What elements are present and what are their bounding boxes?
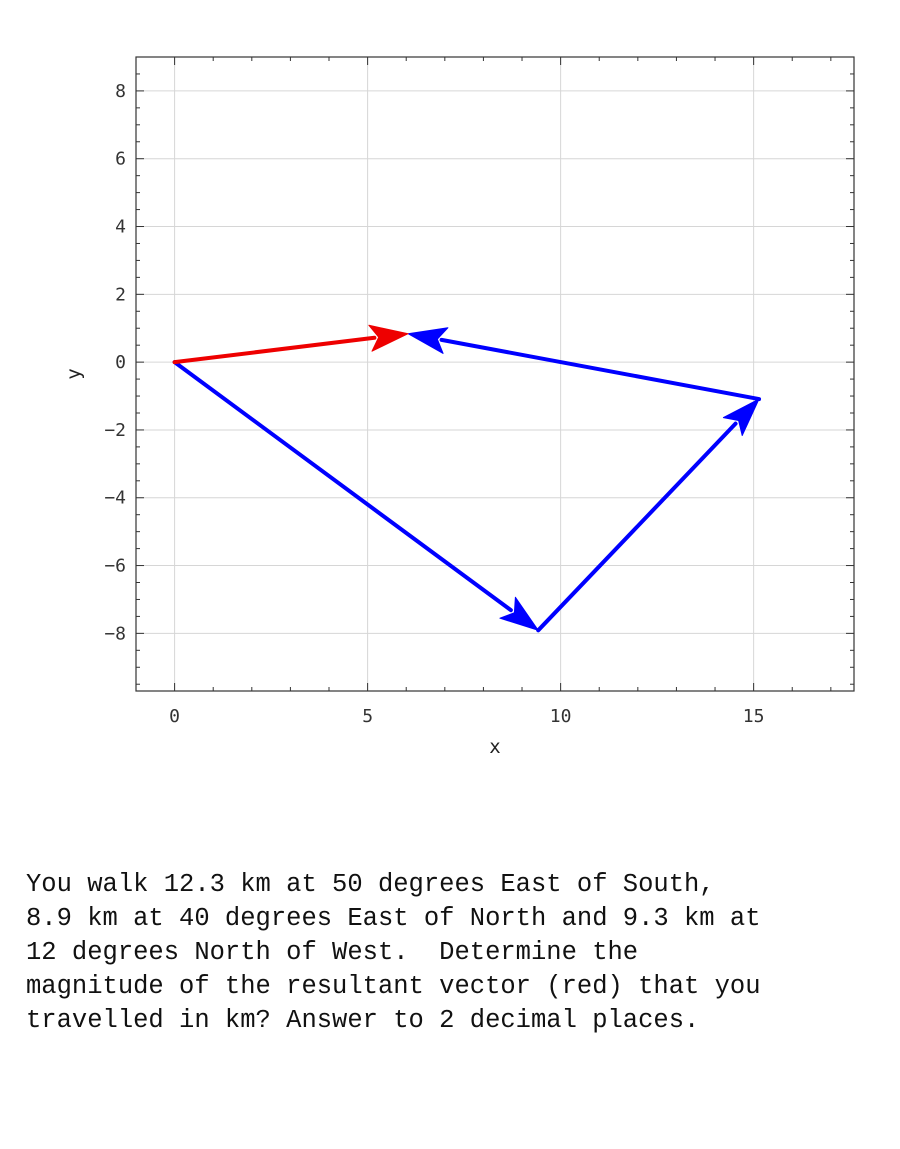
x-tick-label: 15 xyxy=(743,706,765,727)
x-tick-label: 5 xyxy=(362,706,373,727)
question-line: magnitude of the resultant vector (red) … xyxy=(26,972,761,1001)
plot-frame xyxy=(135,56,855,692)
vector-shaft xyxy=(536,421,738,633)
vector-arrow xyxy=(172,324,409,365)
vector-shaft xyxy=(172,360,513,613)
x-tick-label: 0 xyxy=(169,706,180,727)
grid-lines xyxy=(136,57,854,691)
x-axis-label: x xyxy=(489,736,500,758)
vector-arrowhead xyxy=(368,324,409,352)
y-tick-label: −8 xyxy=(104,623,126,644)
vector-arrowhead xyxy=(499,596,539,631)
vector-shaft xyxy=(439,337,762,402)
vector-arrow xyxy=(536,398,760,633)
question-line: You walk 12.3 km at 50 degrees East of S… xyxy=(26,870,715,899)
y-tick-label: −6 xyxy=(104,556,126,577)
y-tick-label: 2 xyxy=(115,284,126,305)
vector-arrow xyxy=(407,327,762,402)
vectors xyxy=(172,324,762,633)
question-line: travelled in km? Answer to 2 decimal pla… xyxy=(26,1006,700,1035)
y-axis-label: y xyxy=(63,368,85,379)
tick-labels: 0 5 10 15 −8 −6 −4 −2 0 2 4 6 8 xyxy=(104,81,764,727)
y-tick-label: 0 xyxy=(115,352,126,373)
question-line: 12 degrees North of West. Determine the xyxy=(26,938,639,967)
y-tick-label: −4 xyxy=(104,488,126,509)
vector-chart: 0 5 10 15 −8 −6 −4 −2 0 2 4 6 8 x y xyxy=(63,56,855,758)
y-tick-label: 4 xyxy=(115,217,126,238)
vector-arrowhead xyxy=(407,327,449,354)
vector-arrowhead xyxy=(722,398,760,436)
x-tick-label: 10 xyxy=(550,706,572,727)
y-tick-label: −2 xyxy=(104,420,126,441)
vector-shaft xyxy=(172,335,377,365)
problem-statement: You walk 12.3 km at 50 degrees East of S… xyxy=(26,868,886,1038)
y-tick-label: 8 xyxy=(115,81,126,102)
y-tick-label: 6 xyxy=(115,149,126,170)
question-line: 8.9 km at 40 degrees East of North and 9… xyxy=(26,904,761,933)
vector-arrow xyxy=(172,360,539,631)
minor-ticks xyxy=(135,56,854,691)
